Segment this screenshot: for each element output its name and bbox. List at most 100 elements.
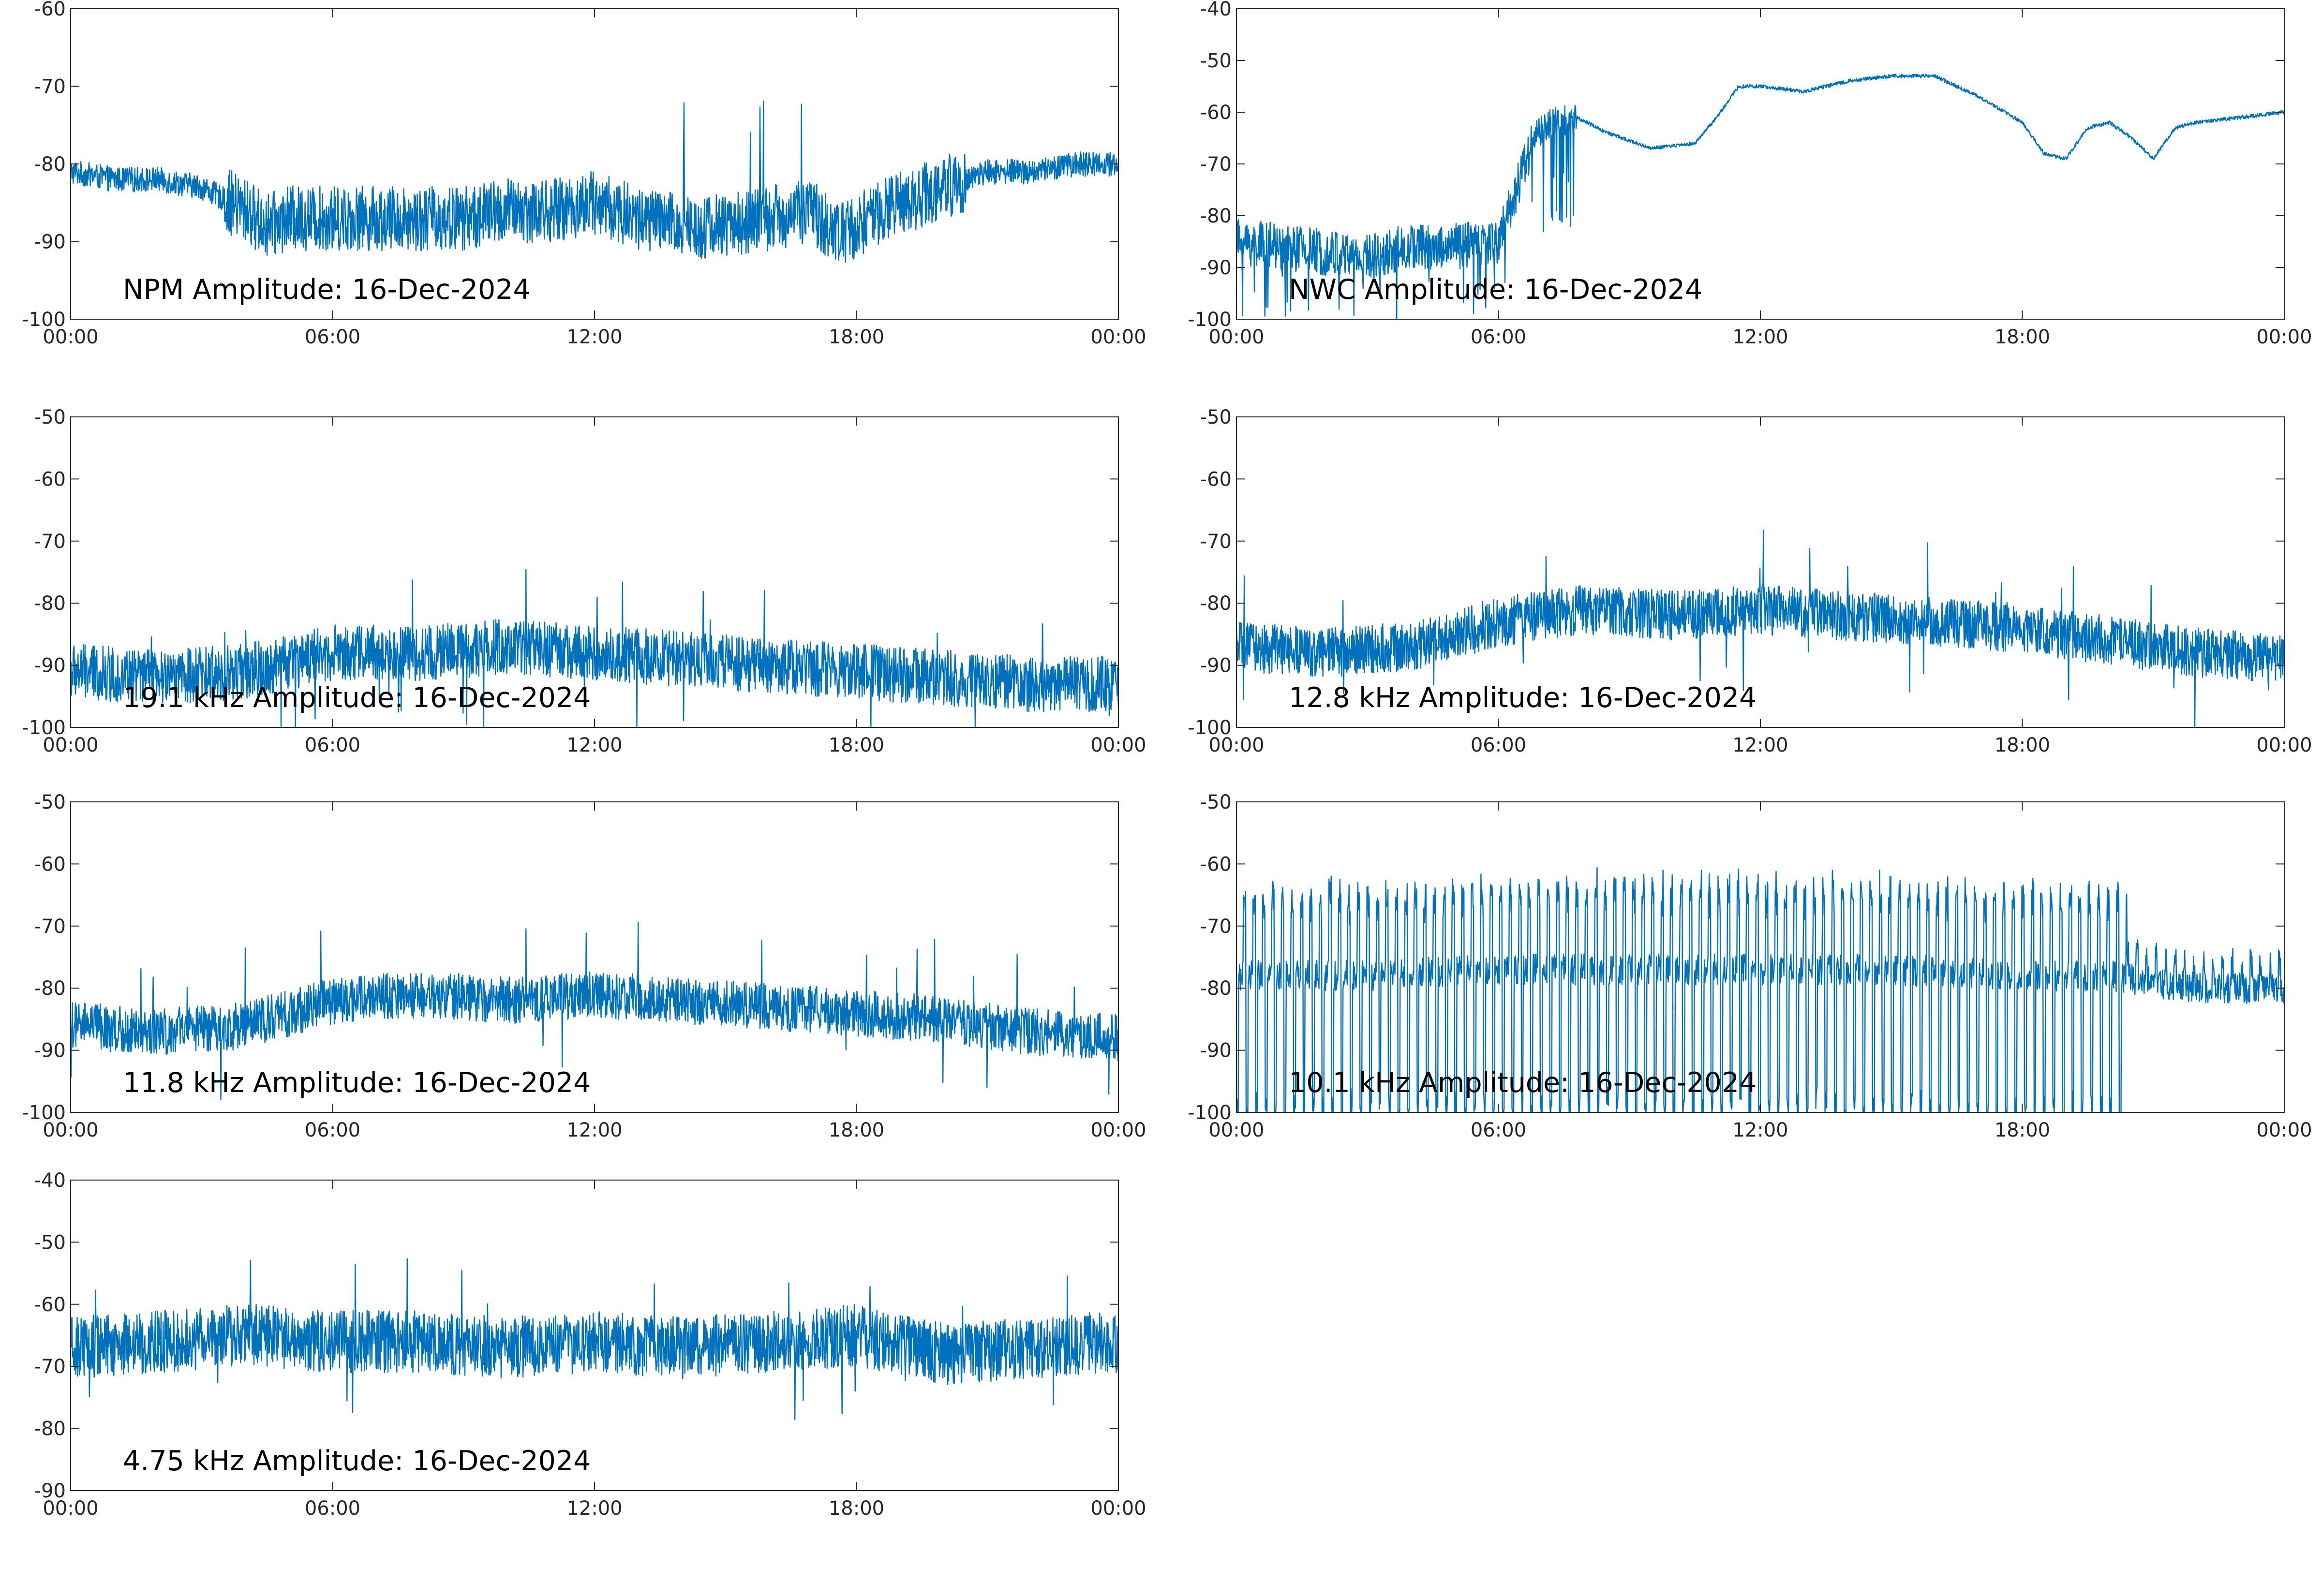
y-tick-label: -70 bbox=[1200, 916, 1232, 938]
x-tick-label: 00:00 bbox=[2256, 734, 2312, 756]
y-tick-label: -50 bbox=[1200, 406, 1232, 429]
y-tick-label: -90 bbox=[34, 1480, 66, 1502]
x-tick-label: 00:00 bbox=[2256, 1119, 2312, 1141]
signal-trace bbox=[1236, 74, 2284, 319]
signal-trace bbox=[1236, 529, 2284, 727]
x-tick-label: 12:00 bbox=[1732, 1119, 1788, 1141]
y-tick-label: -90 bbox=[34, 231, 66, 253]
x-tick-label: 12:00 bbox=[1732, 734, 1788, 756]
plot-area bbox=[71, 802, 1118, 1112]
x-tick-label: 00:00 bbox=[1208, 1119, 1264, 1141]
x-tick-label: 06:00 bbox=[305, 734, 360, 756]
x-tick-label: 00:00 bbox=[1090, 326, 1146, 348]
x-tick-label: 06:00 bbox=[305, 1497, 360, 1520]
y-tick-label: -60 bbox=[34, 468, 66, 490]
y-tick-label: -100 bbox=[22, 309, 66, 331]
y-tick-label: -50 bbox=[34, 791, 66, 813]
x-tick-label: 00:00 bbox=[43, 734, 98, 756]
x-tick-label: 00:00 bbox=[1208, 326, 1264, 348]
chart-annotation: 19.1 kHz Amplitude: 16-Dec-2024 bbox=[123, 682, 591, 714]
y-tick-label: -80 bbox=[1200, 205, 1232, 227]
x-tick-label: 18:00 bbox=[829, 734, 884, 756]
x-tick-label: 12:00 bbox=[1732, 326, 1788, 348]
y-tick-label: -100 bbox=[22, 717, 66, 739]
y-tick-label: -60 bbox=[34, 853, 66, 875]
chart-annotation: 4.75 kHz Amplitude: 16-Dec-2024 bbox=[123, 1445, 591, 1477]
x-tick-label: 18:00 bbox=[829, 1497, 884, 1520]
y-tick-label: -70 bbox=[34, 531, 66, 553]
x-tick-label: 00:00 bbox=[43, 1119, 98, 1141]
x-tick-label: 12:00 bbox=[566, 326, 622, 348]
chart-annotation: NWC Amplitude: 16-Dec-2024 bbox=[1289, 274, 1702, 306]
chart-annotation: 10.1 kHz Amplitude: 16-Dec-2024 bbox=[1289, 1067, 1756, 1099]
y-tick-label: -100 bbox=[1188, 1102, 1232, 1124]
x-tick-label: 12:00 bbox=[566, 1497, 622, 1520]
y-tick-label: -100 bbox=[22, 1102, 66, 1124]
y-tick-label: -70 bbox=[1200, 531, 1232, 553]
x-tick-label: 12:00 bbox=[566, 734, 622, 756]
x-tick-label: 06:00 bbox=[1471, 1119, 1526, 1141]
y-tick-label: -50 bbox=[34, 406, 66, 429]
y-tick-label: -80 bbox=[34, 153, 66, 176]
x-tick-label: 00:00 bbox=[1090, 1119, 1146, 1141]
y-tick-label: -80 bbox=[34, 1418, 66, 1440]
chart-annotation: NPM Amplitude: 16-Dec-2024 bbox=[123, 274, 531, 306]
y-tick-label: -100 bbox=[1188, 717, 1232, 739]
y-tick-label: -60 bbox=[1200, 853, 1232, 875]
y-tick-label: -40 bbox=[34, 1169, 66, 1192]
y-tick-label: -60 bbox=[34, 0, 66, 20]
signal-trace bbox=[71, 569, 1118, 727]
y-tick-label: -60 bbox=[1200, 102, 1232, 124]
y-tick-label: -80 bbox=[34, 977, 66, 1000]
x-tick-label: 00:00 bbox=[1090, 734, 1146, 756]
x-tick-label: 00:00 bbox=[43, 326, 98, 348]
chart-annotation: 11.8 kHz Amplitude: 16-Dec-2024 bbox=[123, 1067, 591, 1099]
y-tick-label: -70 bbox=[34, 76, 66, 98]
y-tick-label: -80 bbox=[34, 592, 66, 615]
x-tick-label: 06:00 bbox=[1471, 734, 1526, 756]
signal-trace bbox=[71, 1258, 1118, 1420]
x-tick-label: 06:00 bbox=[305, 1119, 360, 1141]
x-tick-label: 06:00 bbox=[305, 326, 360, 348]
signal-trace bbox=[71, 100, 1118, 263]
plot-area bbox=[71, 417, 1118, 727]
x-tick-label: 18:00 bbox=[1995, 1119, 2050, 1141]
x-tick-label: 00:00 bbox=[1090, 1497, 1146, 1520]
y-tick-label: -100 bbox=[1188, 309, 1232, 331]
y-tick-label: -90 bbox=[1200, 1040, 1232, 1062]
y-tick-label: -80 bbox=[1200, 592, 1232, 615]
y-tick-label: -60 bbox=[34, 1294, 66, 1316]
x-tick-label: 00:00 bbox=[2256, 326, 2312, 348]
y-tick-label: -50 bbox=[1200, 791, 1232, 813]
y-tick-label: -70 bbox=[1200, 153, 1232, 176]
y-tick-label: -50 bbox=[1200, 50, 1232, 72]
y-tick-label: -80 bbox=[1200, 977, 1232, 1000]
y-tick-label: -90 bbox=[1200, 655, 1232, 677]
signal-trace bbox=[71, 921, 1118, 1100]
plot-area bbox=[1236, 9, 2284, 319]
plot-area bbox=[71, 9, 1118, 319]
y-tick-label: -50 bbox=[34, 1231, 66, 1254]
y-tick-label: -90 bbox=[34, 1040, 66, 1062]
y-tick-label: -70 bbox=[34, 1356, 66, 1378]
y-tick-label: -90 bbox=[1200, 257, 1232, 279]
x-tick-label: 18:00 bbox=[829, 326, 884, 348]
chart-annotation: 12.8 kHz Amplitude: 16-Dec-2024 bbox=[1289, 682, 1756, 714]
y-tick-label: -60 bbox=[1200, 468, 1232, 490]
x-tick-label: 00:00 bbox=[1208, 734, 1264, 756]
x-tick-label: 06:00 bbox=[1471, 326, 1526, 348]
y-tick-label: -40 bbox=[1200, 0, 1232, 20]
x-tick-label: 18:00 bbox=[1995, 734, 2050, 756]
x-tick-label: 00:00 bbox=[43, 1497, 98, 1520]
y-tick-label: -90 bbox=[34, 655, 66, 677]
x-tick-label: 18:00 bbox=[829, 1119, 884, 1141]
